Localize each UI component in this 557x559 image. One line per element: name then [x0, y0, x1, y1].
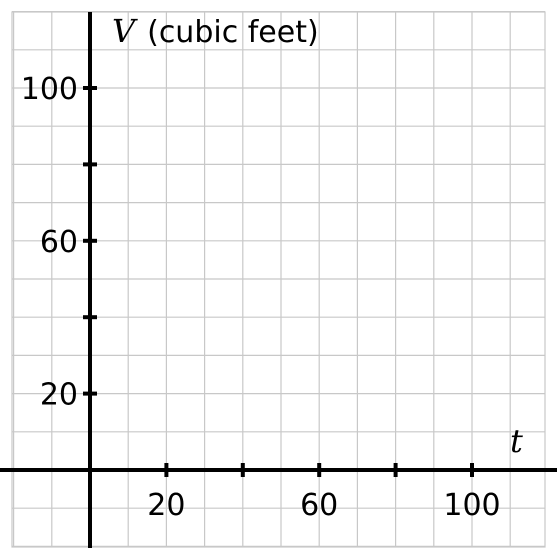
grid: [11, 11, 546, 548]
grid-border: [11, 11, 546, 548]
axes: [0, 12, 557, 548]
y-tick-label: 100: [21, 72, 78, 107]
x-tick-label: 60: [300, 488, 338, 523]
y-axis-label: V (cubic feet): [112, 12, 319, 50]
y-tick-label: 60: [40, 225, 78, 260]
y-tick-label: 20: [40, 378, 78, 413]
tick-labels: 20 60 100 20 60 100: [21, 72, 501, 523]
ticks: [83, 86, 474, 477]
x-tick-label: 20: [147, 488, 185, 523]
y-axis-variable: V: [112, 12, 138, 50]
x-axis-label: t: [510, 422, 523, 460]
x-tick-label: 100: [443, 488, 500, 523]
y-axis-unit: (cubic feet): [147, 15, 319, 50]
